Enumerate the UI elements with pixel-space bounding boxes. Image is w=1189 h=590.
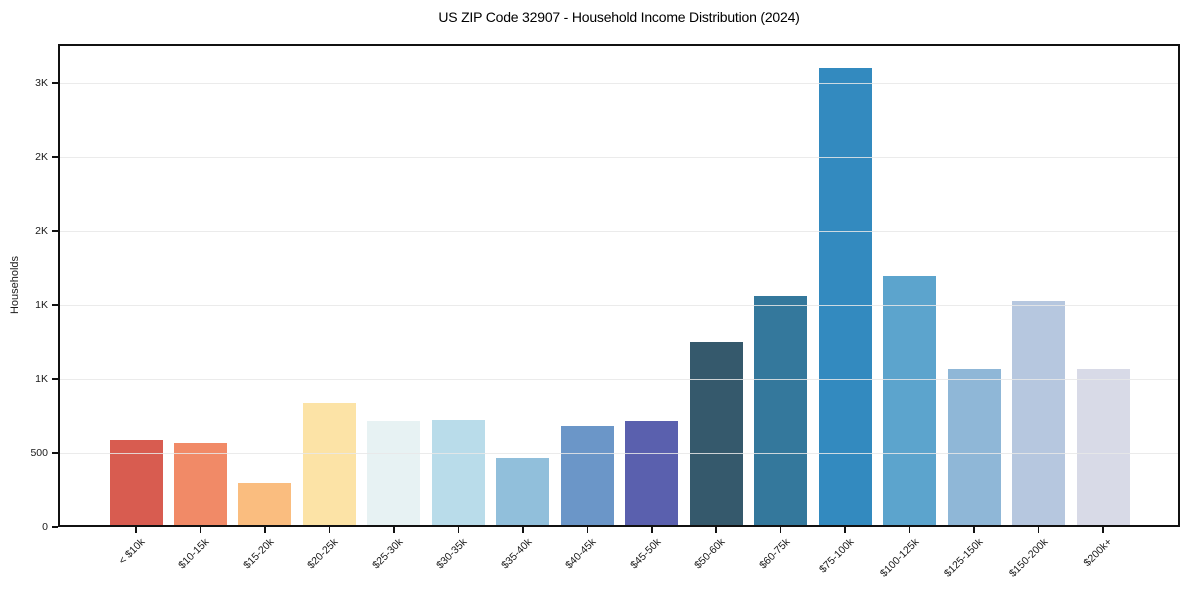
gridline: [58, 156, 1180, 158]
y-tick-mark: [52, 230, 58, 232]
bar: [689, 342, 743, 527]
x-tick-mark: [135, 527, 137, 533]
x-tick-mark: [393, 527, 395, 533]
bar: [431, 419, 485, 527]
gridline: [58, 452, 1180, 454]
bar: [238, 483, 292, 527]
y-tick-mark: [52, 378, 58, 380]
bar: [947, 368, 1001, 527]
x-tick-mark: [715, 527, 717, 533]
y-tick-mark: [52, 156, 58, 158]
bar: [560, 426, 614, 527]
y-tick-label: 3K: [35, 76, 48, 89]
x-tick-mark: [199, 527, 202, 533]
plot-area: [58, 44, 1180, 527]
bar: [109, 440, 163, 527]
y-tick-label: 500: [30, 446, 48, 459]
bar: [173, 443, 227, 527]
bar: [367, 420, 421, 527]
x-tick-mark: [908, 527, 911, 533]
gridline: [58, 378, 1180, 380]
x-tick-mark: [328, 527, 331, 533]
y-tick-label: 1K: [35, 298, 48, 311]
y-tick-mark: [52, 304, 58, 306]
bar: [883, 275, 937, 527]
x-tick-mark: [1102, 527, 1104, 533]
bar: [818, 67, 872, 527]
y-tick-label: 1K: [35, 372, 48, 385]
bar: [625, 421, 679, 527]
y-tick-label: 2K: [35, 224, 48, 237]
y-tick-mark: [52, 452, 58, 454]
x-tick-mark: [973, 527, 975, 533]
gridline: [58, 230, 1180, 232]
y-tick-label: 0: [42, 520, 48, 533]
x-tick-mark: [264, 527, 266, 533]
chart-title: US ZIP Code 32907 - Household Income Dis…: [438, 9, 800, 25]
x-tick-mark: [779, 527, 782, 533]
x-tick-label: < $10k: [116, 536, 148, 567]
bar: [496, 458, 550, 527]
bar: [754, 296, 808, 527]
y-tick-mark: [52, 526, 58, 528]
gridline: [58, 82, 1180, 84]
bar: [1012, 301, 1066, 527]
x-tick-mark: [586, 527, 589, 533]
x-tick-mark: [457, 527, 460, 533]
x-tick-mark: [1037, 527, 1040, 533]
bar: [302, 402, 356, 527]
x-tick-mark: [844, 527, 846, 533]
x-tick-mark: [651, 527, 653, 533]
y-tick-mark: [52, 82, 58, 84]
y-tick-label: 2K: [35, 150, 48, 163]
x-tick-mark: [522, 527, 524, 533]
gridline: [58, 304, 1180, 306]
bar: [1076, 368, 1130, 527]
